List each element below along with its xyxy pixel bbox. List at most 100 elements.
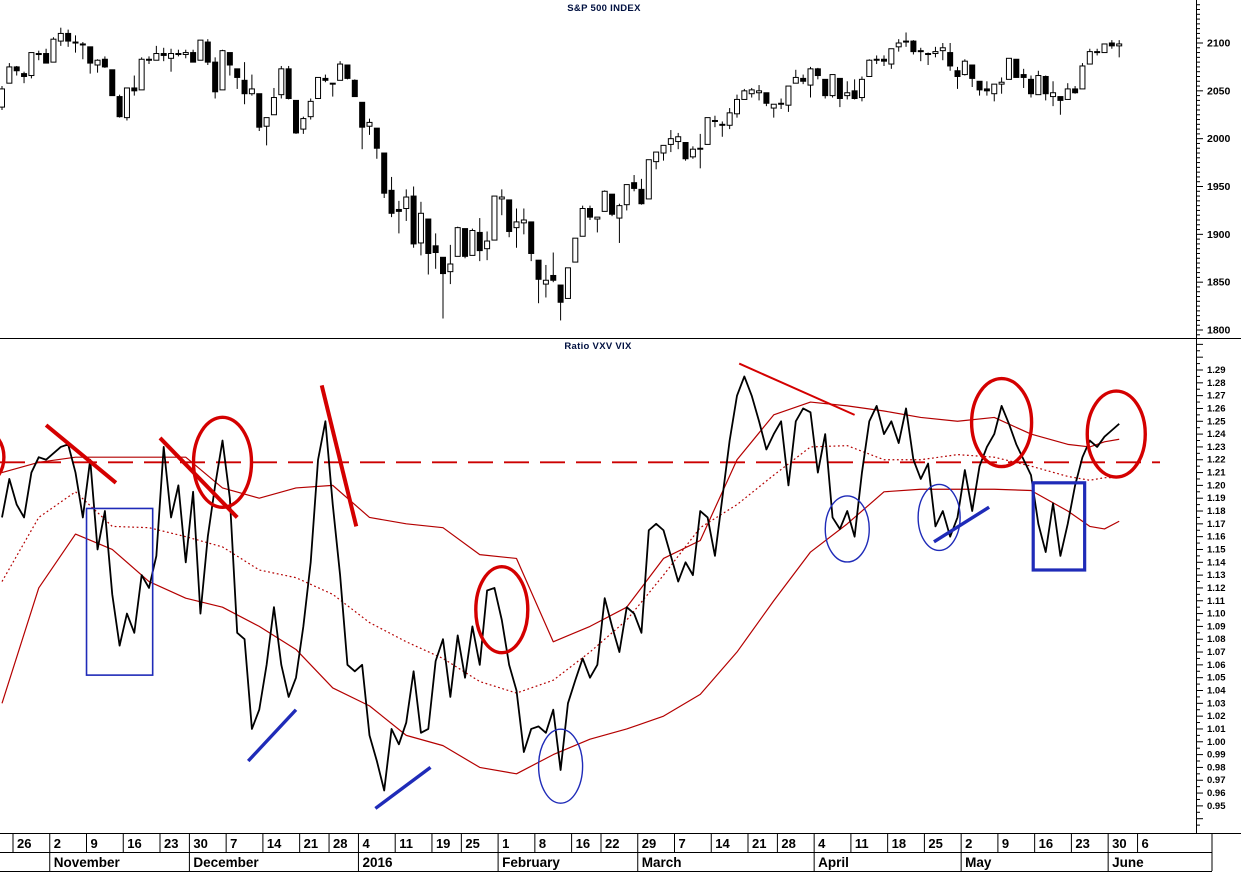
candle	[954, 70, 961, 77]
candle	[572, 237, 579, 263]
candle	[631, 182, 638, 189]
candle	[910, 40, 917, 53]
ratio-tick-label: 1.25	[1207, 416, 1226, 427]
week-tick-label: 9	[91, 836, 98, 851]
candle	[645, 159, 652, 200]
candle	[79, 43, 86, 46]
week-tick-label: 16	[1039, 836, 1053, 851]
ratio-tick-label: 0.97	[1207, 775, 1226, 786]
candle	[858, 78, 865, 99]
candle	[689, 148, 696, 158]
candle	[256, 93, 263, 128]
price-tick-label: 1850	[1207, 277, 1231, 289]
ratio-tick-label: 1.10	[1207, 609, 1226, 620]
ratio-tick-label: 1.06	[1207, 660, 1226, 671]
candle	[410, 195, 417, 245]
ratio-tick-label: 0.95	[1207, 801, 1226, 812]
top-price-axis: 2100 2050 2000 1950 1900 1850 1800	[1196, 4, 1231, 337]
candle	[131, 87, 138, 92]
week-tick-label: 11	[855, 836, 869, 851]
candle	[969, 64, 976, 79]
candle	[263, 117, 270, 127]
red-trendline-annotation	[738, 362, 856, 416]
month-label: June	[1112, 855, 1144, 870]
candlestick-layer	[0, 27, 1123, 321]
candle	[763, 92, 770, 104]
candle	[219, 50, 226, 91]
vxv-vix-ratio-line	[1, 375, 1120, 792]
ratio-tick-label: 1.18	[1207, 506, 1226, 517]
week-tick-label: 18	[892, 836, 906, 851]
week-tick-label: 6	[1142, 836, 1149, 851]
candle	[425, 218, 432, 254]
week-tick-label: 2	[965, 836, 972, 851]
candle	[491, 195, 498, 241]
candle	[983, 88, 990, 92]
week-tick-label: 7	[679, 836, 686, 851]
candle	[175, 53, 182, 56]
candle	[57, 32, 64, 42]
candle	[168, 53, 175, 59]
candle	[454, 227, 461, 257]
candle	[734, 98, 740, 115]
week-tick-label: 11	[399, 836, 413, 851]
candle	[925, 53, 932, 56]
candle	[866, 59, 873, 77]
candle	[403, 196, 410, 210]
bollinger-lower-line	[1, 488, 1120, 775]
week-tick-label: 30	[193, 836, 207, 851]
ratio-tick-label: 1.02	[1207, 711, 1226, 722]
candle	[792, 76, 799, 84]
blue-circle-annotation	[917, 483, 961, 552]
red-circle-annotation	[191, 415, 254, 510]
candle	[1028, 78, 1034, 95]
candle	[903, 40, 910, 43]
ratio-tick-label: 1.19	[1207, 493, 1226, 504]
ratio-tick-label: 1.00	[1207, 737, 1226, 748]
red-trendline-annotation	[44, 423, 118, 485]
candle	[35, 53, 42, 56]
candle	[226, 52, 233, 66]
month-label: February	[502, 855, 560, 870]
price-tick-label: 2050	[1207, 85, 1231, 97]
candle	[1035, 75, 1042, 96]
blue-box-annotation	[1031, 481, 1087, 572]
week-tick-label: 30	[1112, 836, 1126, 851]
candle	[623, 184, 630, 206]
candle	[829, 74, 836, 97]
candle	[719, 123, 726, 126]
candle	[513, 221, 520, 229]
ratio-tick-label: 1.26	[1207, 403, 1226, 414]
ratio-tick-label: 1.05	[1207, 673, 1226, 684]
candle	[675, 136, 682, 143]
candle	[991, 83, 998, 95]
candle	[756, 90, 763, 94]
candle	[498, 196, 505, 200]
candle	[579, 208, 586, 237]
candle	[873, 58, 880, 61]
candle	[741, 90, 748, 100]
ratio-tick-label: 1.16	[1207, 532, 1226, 543]
candle	[344, 64, 351, 79]
blue-trendline-annotation	[933, 505, 991, 544]
candle	[844, 92, 851, 97]
month-label: April	[818, 855, 849, 870]
candle	[234, 68, 241, 78]
candle	[557, 284, 564, 303]
week-tick-label: 28	[333, 836, 347, 851]
candle	[895, 42, 902, 48]
ratio-tick-label: 1.11	[1207, 596, 1226, 607]
candle	[160, 53, 167, 56]
week-tick-label: 29	[642, 836, 656, 851]
candle	[682, 141, 689, 160]
candle	[0, 88, 5, 108]
ratio-tick-label: 1.17	[1207, 519, 1226, 530]
candle	[381, 152, 388, 194]
candle	[1079, 65, 1086, 90]
ratio-tick-label: 1.20	[1207, 480, 1226, 491]
ratio-tick-label: 1.23	[1207, 442, 1226, 453]
week-tick-label: 28	[781, 836, 795, 851]
candle	[1020, 74, 1027, 78]
candle	[109, 69, 116, 97]
